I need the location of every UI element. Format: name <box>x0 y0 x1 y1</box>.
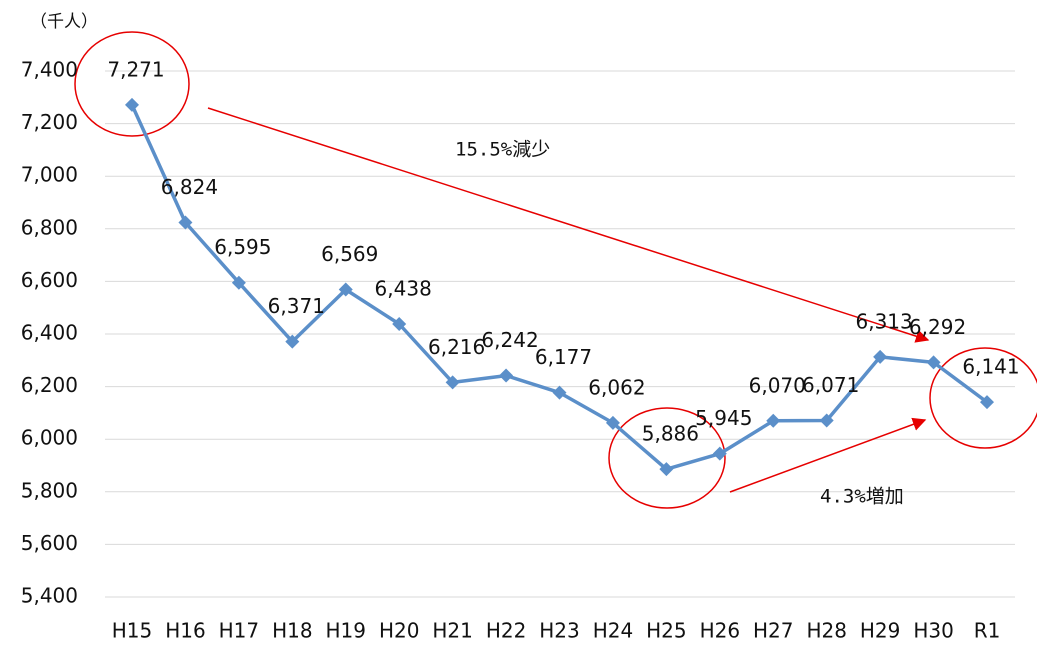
y-tick-label: 6,800 <box>21 215 78 239</box>
x-tick-label: H26 <box>700 619 741 643</box>
y-tick-label: 5,400 <box>21 584 78 608</box>
data-label: 6,062 <box>588 375 645 399</box>
x-tick-label: H21 <box>432 619 473 643</box>
arrow <box>207 107 930 343</box>
marker <box>873 349 888 364</box>
y-tick-label: 7,400 <box>21 58 78 82</box>
x-tick-label: H18 <box>272 619 313 643</box>
y-tick-label: 5,800 <box>21 478 78 502</box>
x-tick-label: H27 <box>753 619 794 643</box>
y-unit-label: （千人） <box>30 12 98 32</box>
data-label: 6,070 <box>749 373 806 397</box>
marker <box>178 215 193 230</box>
x-tick-label: H29 <box>860 619 901 643</box>
data-label: 6,824 <box>161 175 218 199</box>
marker <box>285 334 300 349</box>
grid <box>105 70 1015 598</box>
data-label: 6,216 <box>428 335 485 359</box>
marker <box>552 385 567 400</box>
highlight-circle <box>608 407 726 509</box>
marker <box>392 317 407 332</box>
data-label: 6,438 <box>375 277 432 301</box>
data-label: 6,292 <box>909 315 966 339</box>
marker <box>499 368 514 383</box>
data-label: 7,271 <box>107 57 164 81</box>
x-tick-label: H30 <box>913 619 954 643</box>
x-tick-label: H23 <box>539 619 580 643</box>
data-label: 6,371 <box>268 294 325 318</box>
marker <box>980 395 994 410</box>
data-label: 6,071 <box>802 373 859 397</box>
x-tick-label: H15 <box>112 619 153 643</box>
data-label: 6,141 <box>962 355 1019 379</box>
y-tick-label: 5,600 <box>21 531 78 555</box>
y-tick-label: 6,200 <box>21 373 78 397</box>
marker <box>231 275 246 290</box>
marker <box>766 413 781 428</box>
x-tick-label: H25 <box>646 619 687 643</box>
y-tick-label: 6,400 <box>21 321 78 345</box>
highlight-circle <box>929 347 1037 449</box>
y-tick-label: 7,000 <box>21 163 78 187</box>
marker <box>338 282 353 297</box>
y-tick-label: 6,600 <box>21 268 78 292</box>
marker <box>819 413 834 428</box>
data-label: 5,945 <box>695 406 752 430</box>
y-tick-label: 6,000 <box>21 426 78 450</box>
x-tick-label: H19 <box>326 619 367 643</box>
annotation: 15.5%減少 <box>455 139 550 161</box>
data-label: 5,886 <box>642 422 699 446</box>
x-tick-label: H20 <box>379 619 420 643</box>
data-label: 6,242 <box>481 328 538 352</box>
annotation: 4.3%増加 <box>820 486 904 508</box>
y-tick-label: 7,200 <box>21 110 78 134</box>
x-tick-label: H28 <box>806 619 847 643</box>
x-tick-label: H16 <box>165 619 206 643</box>
x-tick-label: H24 <box>593 619 634 643</box>
marker <box>712 446 727 461</box>
marker <box>926 355 941 370</box>
x-tick-label: H22 <box>486 619 527 643</box>
data-label: 6,569 <box>321 242 378 266</box>
marker <box>445 375 460 390</box>
data-label: 6,177 <box>535 345 592 369</box>
line <box>130 104 989 471</box>
marker <box>659 462 674 477</box>
x-tick-label: R1 <box>974 619 1001 643</box>
highlight-circle <box>74 31 190 137</box>
x-tick-label: H17 <box>219 619 260 643</box>
marker <box>125 97 139 112</box>
data-label: 6,595 <box>214 235 271 259</box>
arrow <box>729 417 927 493</box>
marker <box>605 415 620 430</box>
data-label: 6,313 <box>855 309 912 333</box>
